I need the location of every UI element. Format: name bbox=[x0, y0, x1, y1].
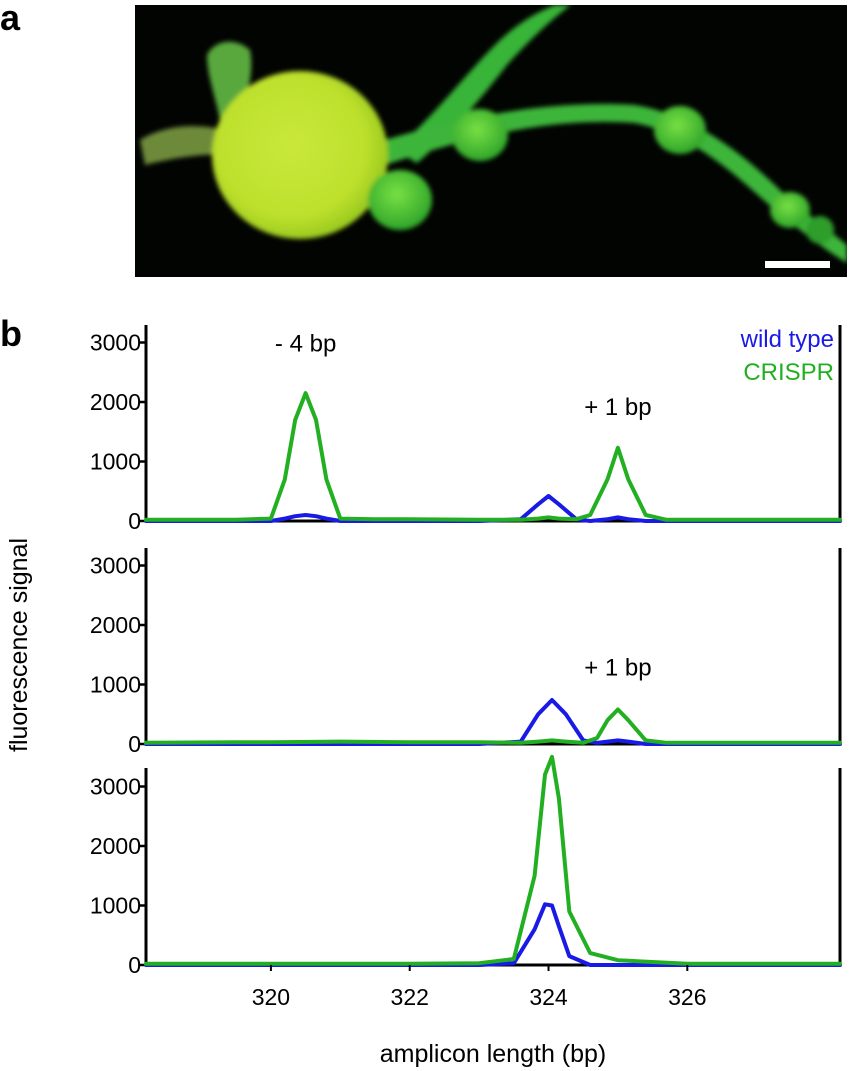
scale-bar bbox=[765, 261, 830, 268]
nodule-5 bbox=[806, 216, 834, 244]
fluorescence-micrograph bbox=[135, 5, 847, 277]
y-tick-label-1-3000: 3000 bbox=[90, 553, 141, 579]
y-tick-label-0-2000: 2000 bbox=[90, 389, 141, 415]
nodule-4 bbox=[770, 192, 810, 228]
x-tick-label-320: 320 bbox=[252, 984, 290, 1010]
series-0-crispr bbox=[144, 391, 842, 522]
panel-label-a: a bbox=[0, 0, 21, 38]
x-tick-label-322: 322 bbox=[391, 984, 429, 1010]
series-2-wild-type bbox=[144, 902, 842, 967]
x-tick-label-326: 326 bbox=[668, 984, 706, 1010]
y-tick-label-2-2000: 2000 bbox=[90, 833, 141, 859]
legend: wild type CRISPR bbox=[741, 323, 834, 389]
x-tick-label-324: 324 bbox=[529, 984, 568, 1010]
peak-annotation-1-0: + 1 bp bbox=[584, 655, 651, 682]
series-1-wild-type bbox=[144, 698, 842, 746]
lower-stalk bbox=[375, 104, 847, 263]
y-tick-label-1-0: 0 bbox=[128, 731, 141, 757]
upper-stalk bbox=[395, 5, 571, 163]
series-1-crispr bbox=[144, 707, 842, 745]
series-0-wild-type bbox=[144, 494, 842, 523]
y-tick-label-0-0: 0 bbox=[128, 508, 141, 534]
y-tick-label-1-1000: 1000 bbox=[90, 672, 141, 698]
legend-crispr: CRISPR bbox=[743, 359, 834, 386]
panel-label-b: b bbox=[0, 313, 22, 354]
y-tick-label-2-3000: 3000 bbox=[90, 774, 141, 800]
y-axis-label: fluorescence signal bbox=[5, 538, 33, 752]
nodule-2 bbox=[452, 109, 508, 161]
ovary-bulb bbox=[212, 71, 388, 239]
peak-annotation-0-0: - 4 bp bbox=[275, 330, 336, 357]
peak-annotation-0-1: + 1 bp bbox=[584, 394, 651, 421]
y-tick-label-0-1000: 1000 bbox=[90, 449, 141, 475]
y-tick-label-1-2000: 2000 bbox=[90, 612, 141, 638]
y-tick-label-2-0: 0 bbox=[128, 952, 141, 978]
y-tick-label-2-1000: 1000 bbox=[90, 893, 141, 919]
nodule-3 bbox=[654, 106, 706, 154]
series-2-crispr bbox=[144, 754, 842, 966]
x-axis-label: amplicon length (bp) bbox=[380, 1040, 607, 1068]
legend-wild-type: wild type bbox=[740, 326, 834, 353]
y-tick-label-0-3000: 3000 bbox=[90, 330, 141, 356]
nodule-1 bbox=[368, 170, 432, 230]
